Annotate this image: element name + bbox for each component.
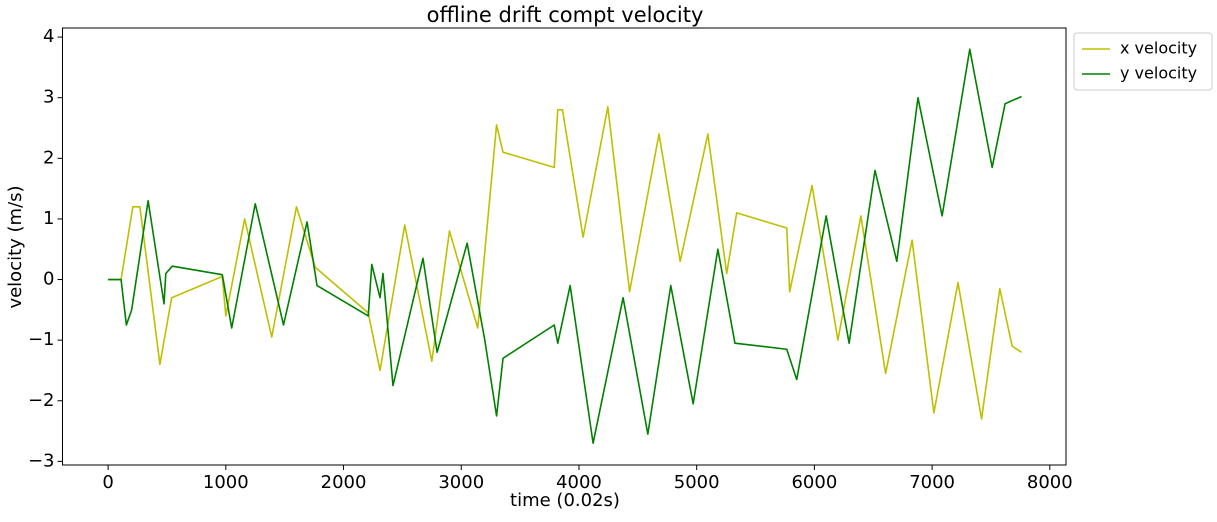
x-tick-label: 7000 (909, 472, 955, 493)
y-tick-label: 0 (43, 269, 54, 290)
y-tick-label: −3 (28, 450, 55, 471)
x-axis-label: time (0.02s) (510, 490, 620, 511)
y-tick-label: 1 (43, 208, 54, 229)
y-tick-label: −2 (28, 390, 55, 411)
legend-label: x velocity (1120, 39, 1197, 58)
y-tick-label: −1 (28, 329, 55, 350)
y-tick-label: 2 (43, 147, 54, 168)
series-line (108, 48, 1022, 444)
plot-frame (62, 27, 1067, 466)
y-axis-label: velocity (m/s) (5, 185, 26, 308)
series-line (108, 105, 1022, 420)
chart-title: offline drift compt velocity (427, 3, 704, 27)
x-tick-label: 6000 (791, 472, 837, 493)
x-tick-label: 1000 (203, 472, 249, 493)
x-tick-label: 0 (102, 472, 113, 493)
legend-box (1073, 32, 1213, 91)
x-tick-label: 5000 (674, 472, 720, 493)
x-tick-label: 4000 (556, 472, 602, 493)
y-tick-label: 3 (43, 87, 54, 108)
x-tick-label: 8000 (1027, 472, 1073, 493)
x-tick-label: 2000 (321, 472, 367, 493)
x-tick-label: 3000 (438, 472, 484, 493)
y-tick-label: 4 (43, 26, 54, 47)
legend-label: y velocity (1120, 64, 1197, 83)
